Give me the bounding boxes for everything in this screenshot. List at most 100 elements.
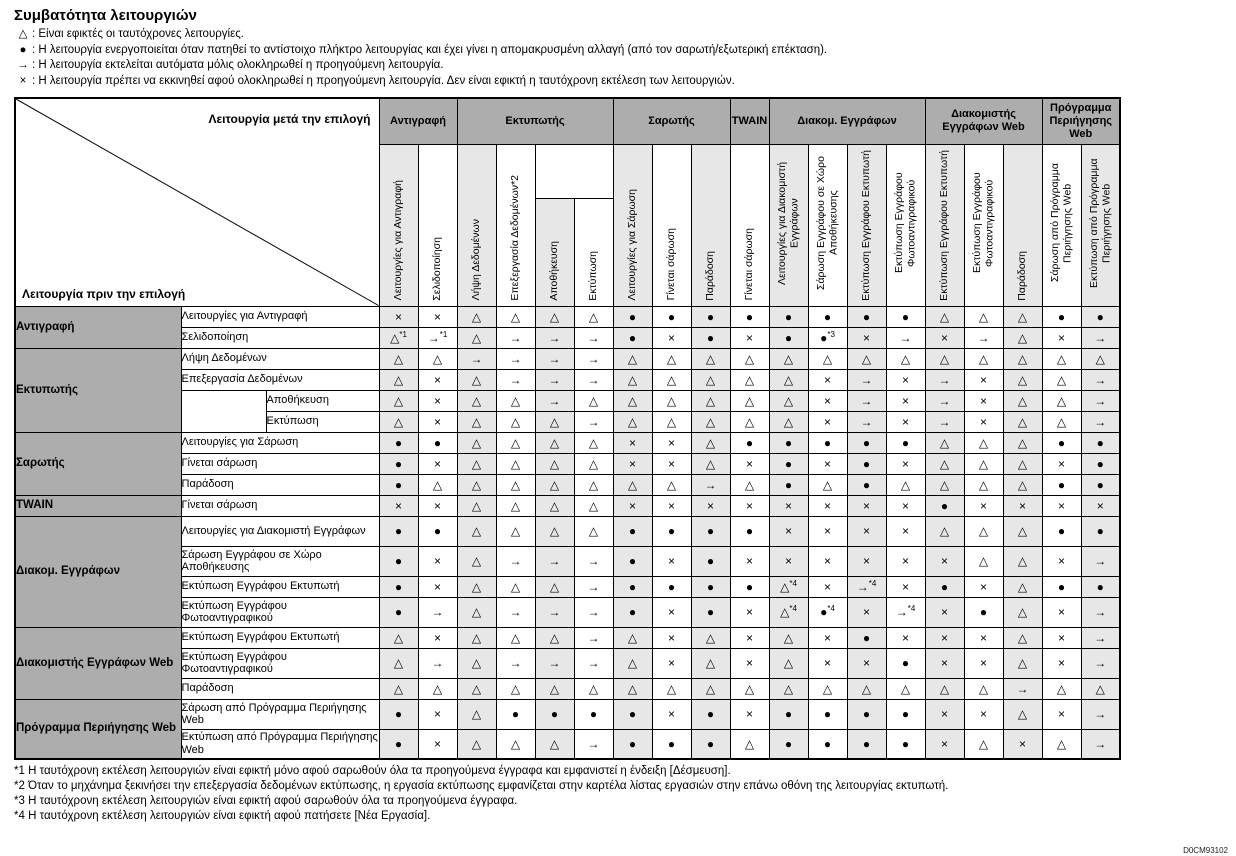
compatibility-symbol: △	[978, 351, 989, 366]
matrix-cell: →	[846, 410, 887, 433]
compatibility-symbol: △	[744, 393, 755, 408]
compatibility-symbol: ●	[706, 579, 715, 594]
compatibility-symbol: △	[432, 477, 443, 492]
matrix-cell: ●	[378, 452, 419, 475]
compatibility-symbol: ×	[1057, 498, 1065, 513]
matrix-cell: →	[1080, 326, 1121, 349]
compatibility-symbol: △	[1017, 435, 1028, 450]
matrix-cell: ×	[612, 494, 653, 517]
matrix-cell: →	[573, 728, 614, 760]
matrix-row: Εκτύπωση Εγγράφου Φωτοαντιγραφικού ● → △ → → →…	[15, 596, 1121, 628]
compatibility-symbol: △	[1056, 393, 1067, 408]
matrix-cell: ●	[924, 575, 965, 598]
footnote-ref: *4	[827, 604, 835, 613]
legend-text: : Η λειτουργία ενεργοποιείται όταν πατηθ…	[32, 43, 828, 56]
matrix-cell: ×	[1041, 626, 1082, 649]
compatibility-symbol: △	[1017, 414, 1028, 429]
compatibility-symbol: ●	[706, 605, 715, 619]
matrix-cell: ●	[690, 545, 731, 577]
compatibility-symbol: ×	[433, 456, 441, 471]
matrix-cell: △	[729, 410, 770, 433]
legend-symbol: ●	[19, 43, 27, 56]
matrix-cell: ●	[417, 515, 458, 547]
matrix-cell: ●	[690, 575, 731, 598]
matrix-cell: △	[534, 728, 575, 760]
legend-symbol: →	[17, 59, 29, 71]
compatibility-symbol: △	[627, 372, 638, 387]
column-header: Γίνεται σάρωση	[651, 143, 692, 307]
compatibility-symbol: →	[587, 736, 600, 751]
matrix-cell: △	[1002, 626, 1043, 649]
matrix-cell: △	[378, 410, 419, 433]
matrix-cell: ×	[1041, 545, 1082, 577]
compatibility-symbol: △	[900, 681, 911, 696]
matrix-cell: △	[768, 677, 809, 700]
compatibility-symbol: ●	[706, 330, 715, 345]
compatibility-symbol: △	[861, 351, 872, 366]
matrix-cell: △	[495, 677, 536, 700]
compatibility-symbol: ×	[940, 605, 948, 619]
compatibility-symbol: ●	[394, 579, 403, 594]
column-header-text: Παράδοση	[1016, 250, 1029, 301]
compatibility-symbol: △	[393, 372, 404, 387]
compatibility-symbol: △	[588, 477, 599, 492]
column-header-text: Παράδοση	[704, 250, 717, 301]
matrix-cell: △	[573, 677, 614, 700]
matrix-cell: ×	[807, 494, 848, 517]
row-group-label: Αντιγραφή	[14, 305, 182, 349]
column-header: Αποθήκευση	[534, 197, 575, 307]
compatibility-symbol: →	[1094, 605, 1107, 619]
matrix-cell: △	[651, 368, 692, 391]
compatibility-symbol: ●	[628, 524, 637, 538]
compatibility-symbol: △	[549, 309, 560, 324]
matrix-cell: △	[1002, 368, 1043, 391]
corner-label-before: Λειτουργία πριν την επιλογή	[22, 286, 186, 301]
matrix-row: Γίνεται σάρωση ● × △ △ △ △ × × △ × ● × ● × △ △ △ × ●	[15, 452, 1121, 475]
matrix-cell: ●	[1041, 473, 1082, 496]
matrix-cell: ●	[1041, 575, 1082, 598]
matrix-cell: ●	[495, 698, 536, 730]
matrix-cell: ●	[846, 452, 887, 475]
matrix-cell: →	[534, 368, 575, 391]
matrix-cell: △	[612, 626, 653, 649]
compatibility-symbol: ×	[745, 456, 753, 471]
matrix-cell: ×	[1041, 494, 1082, 517]
column-group-label: Σαρωτής	[612, 97, 731, 145]
compatibility-symbol: ●	[901, 309, 910, 324]
compatibility-symbol: ●	[901, 656, 910, 670]
compatibility-symbol: △	[627, 351, 638, 366]
compatibility-symbol: △	[471, 414, 482, 429]
matrix-cell: ●	[417, 431, 458, 454]
matrix-cell: ×	[417, 626, 458, 649]
legend-item: ● : Η λειτουργία ενεργοποιείται όταν πατη…	[16, 43, 1236, 59]
compatibility-symbol: ●	[667, 579, 676, 594]
compatibility-symbol: →	[509, 330, 522, 345]
row-label: Σάρωση από Πρόγραμμα Περιήγησης Web	[180, 698, 380, 730]
compatibility-symbol: ●	[784, 477, 793, 492]
compatibility-symbol: △	[783, 681, 794, 696]
matrix-cell: ●	[729, 305, 770, 328]
compatibility-symbol: △	[783, 656, 794, 670]
matrix-cell: →	[573, 326, 614, 349]
matrix-cell: ×	[417, 305, 458, 328]
compatibility-symbol: →	[509, 372, 522, 387]
matrix-cell: ●	[807, 728, 848, 760]
footnote-ref: *1	[439, 329, 448, 339]
matrix-row: Πρόγραμμα Περιήγησης Web Σάρωση από Πρόγρ…	[14, 698, 1121, 760]
column-header: Εκτύπωση Εγγράφου Εκτυπωτή	[846, 143, 887, 307]
compatibility-symbol: △	[1017, 524, 1028, 538]
matrix-cell: △	[807, 473, 848, 496]
matrix-cell: △	[924, 347, 965, 370]
compatibility-symbol: ×	[823, 656, 831, 670]
compatibility-symbol: △	[471, 736, 482, 751]
matrix-cell: →	[1080, 698, 1121, 730]
matrix-cell: →	[456, 347, 497, 370]
matrix-cell: ×	[1041, 326, 1082, 349]
matrix-cell: →	[1080, 728, 1121, 760]
matrix-cell: △	[1002, 596, 1043, 628]
compatibility-symbol: △	[588, 524, 599, 538]
matrix-row: Εκτυπωτής Λήψη Δεδομένων △ △ → → → → △ △ △ △ △ △ △ △ △ △ △…	[14, 347, 1121, 433]
matrix-cell: ×	[417, 575, 458, 598]
matrix-cell: ×	[807, 410, 848, 433]
matrix-cell: △	[495, 305, 536, 328]
